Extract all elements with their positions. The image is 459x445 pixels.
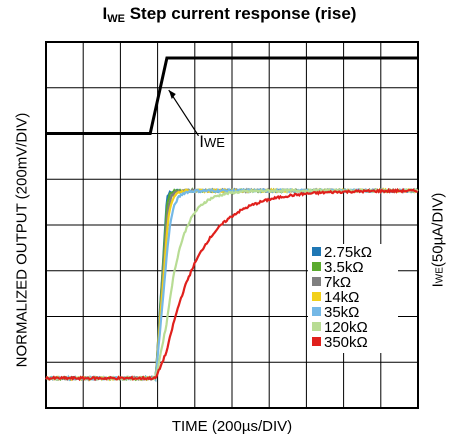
legend-label: 7kΩ xyxy=(324,274,351,291)
legend-label: 14kΩ xyxy=(324,289,359,306)
legend-label: 35kΩ xyxy=(324,304,359,321)
y-axis-label-right: IWE(50µA/DIV) xyxy=(429,192,447,288)
legend-swatch xyxy=(312,262,321,271)
legend-swatch xyxy=(312,247,321,256)
series-lines xyxy=(45,56,419,383)
plot-frame xyxy=(45,41,419,409)
series-line xyxy=(45,187,418,382)
annotation-arrow xyxy=(168,89,200,137)
chart-title: IWE Step current response (rise) xyxy=(102,4,357,25)
y-axis-label-left: NORMALIZED OUTPUT (200mV/DIV) xyxy=(13,112,31,368)
legend-swatch xyxy=(312,322,321,331)
legend-swatch xyxy=(312,292,321,301)
annotation-label: IWE xyxy=(199,132,225,151)
legend-label: 2.75kΩ xyxy=(324,244,372,261)
legend-label: 3.5kΩ xyxy=(324,259,364,276)
annotation-arrowhead xyxy=(168,90,176,100)
legend-swatch xyxy=(312,337,321,346)
legend-swatch xyxy=(312,307,321,316)
grid xyxy=(45,41,419,409)
legend-swatch xyxy=(312,277,321,286)
legend-label: 120kΩ xyxy=(324,319,368,336)
annotation: IWE xyxy=(168,89,225,151)
x-axis-label: TIME (200µs/DIV) xyxy=(171,418,293,435)
iwe-step-line xyxy=(46,56,418,135)
legend-label: 350kΩ xyxy=(324,334,368,351)
legend-background xyxy=(308,244,398,353)
